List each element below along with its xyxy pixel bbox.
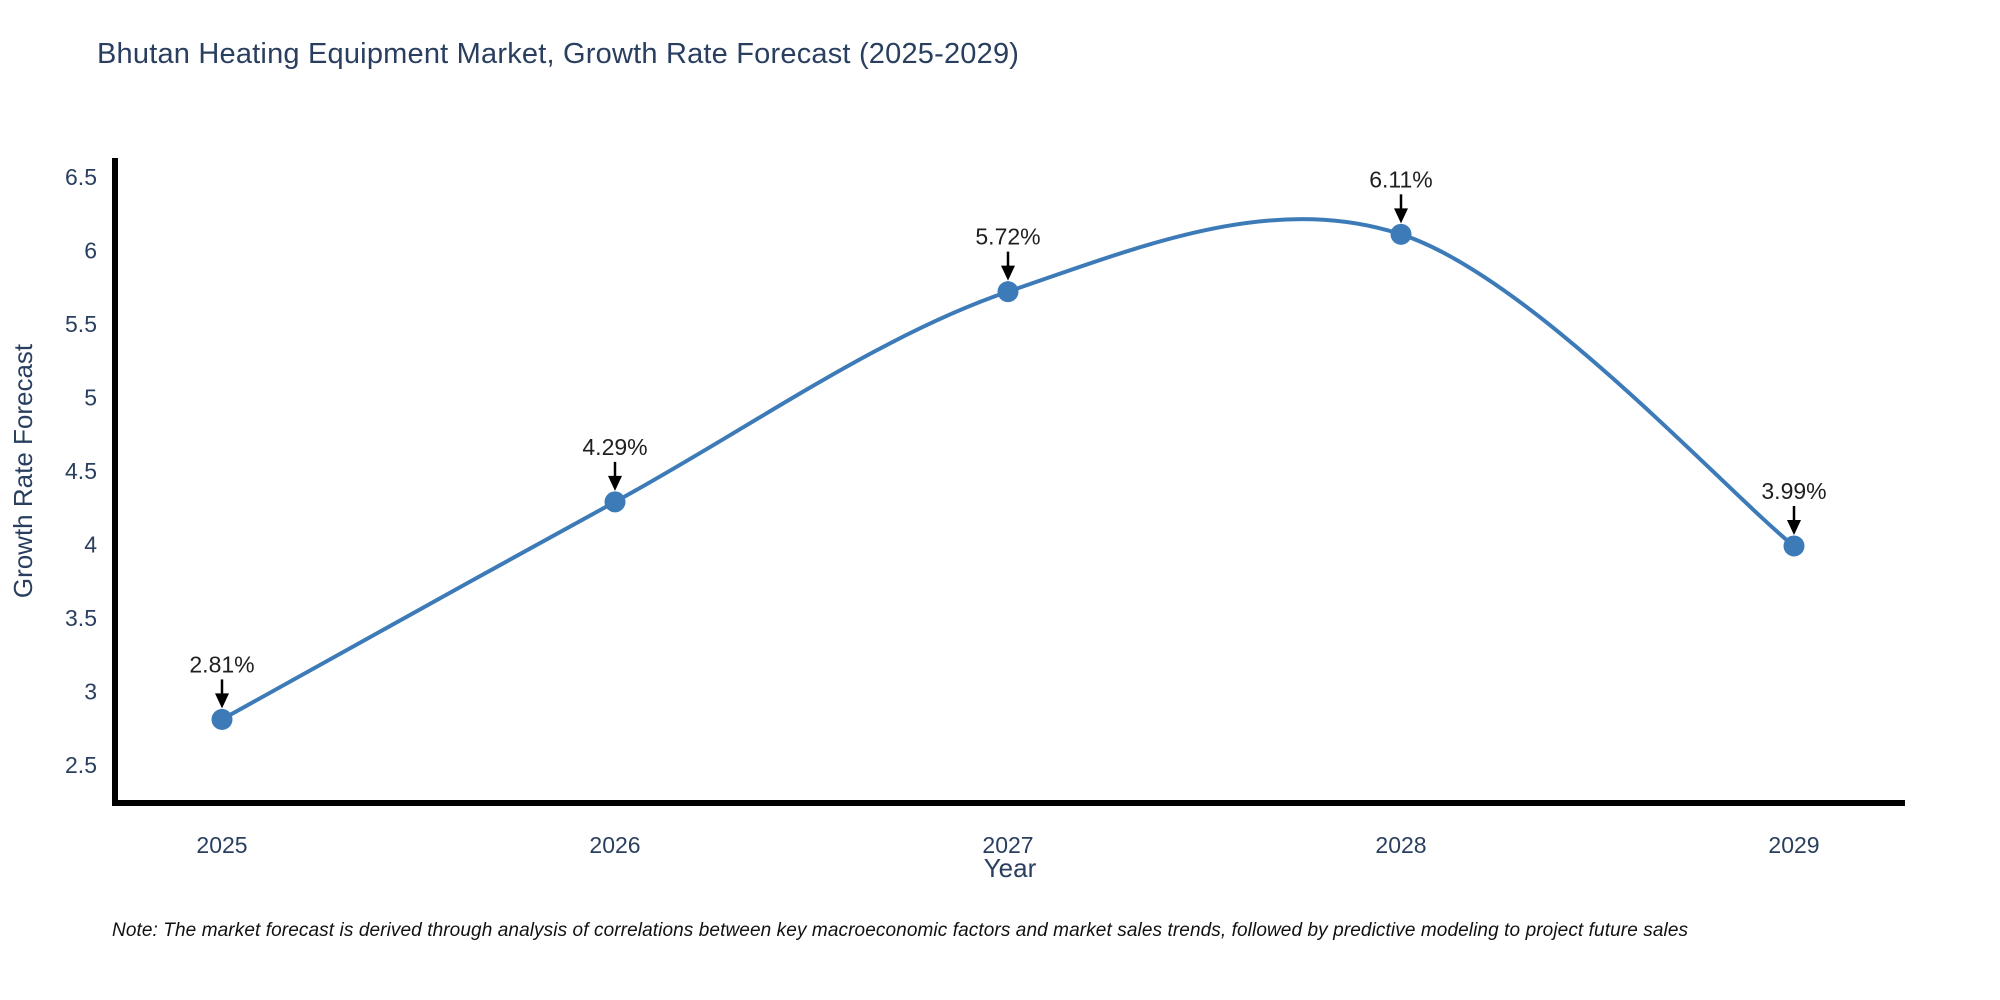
data-point-label: 5.72% — [975, 224, 1040, 250]
y-tick-label: 6 — [84, 238, 97, 264]
annotation-arrowhead — [1787, 519, 1801, 535]
data-point-label: 2.81% — [189, 651, 254, 677]
annotation-arrowhead — [215, 693, 229, 709]
y-tick-label: 5 — [84, 385, 97, 411]
x-tick-label: 2026 — [589, 832, 640, 858]
data-point-marker-2026[interactable] — [604, 491, 626, 513]
growth-rate-line-chart: 2.5 3 3.5 4 4.5 5 5.5 6 6.5 2025 2026 2027 2028 2029 G… — [8, 158, 1905, 883]
data-point-label: 4.29% — [582, 434, 647, 460]
data-point-label: 6.11% — [1369, 166, 1433, 192]
x-tick-label: 2027 — [982, 832, 1033, 858]
footnote: Note: The market forecast is derived thr… — [112, 920, 1689, 941]
y-tick-label: 5.5 — [65, 311, 97, 337]
y-tick-label: 6.5 — [65, 164, 97, 190]
y-axis-title: Growth Rate Forecast — [8, 343, 38, 598]
data-point-marker-2027[interactable] — [997, 281, 1019, 303]
x-tick-label: 2028 — [1375, 832, 1426, 858]
y-tick-label: 4 — [84, 532, 97, 558]
x-tick-label: 2029 — [1768, 832, 1819, 858]
x-tick-label: 2025 — [196, 832, 247, 858]
y-tick-label: 2.5 — [65, 752, 97, 778]
x-axis-title: Year — [984, 853, 1037, 883]
annotation-arrowhead — [1394, 208, 1408, 224]
annotation-arrowhead — [608, 475, 622, 491]
data-point-marker-2029[interactable] — [1783, 535, 1805, 557]
data-point-marker-2025[interactable] — [211, 708, 233, 730]
y-tick-label: 3.5 — [65, 605, 97, 631]
y-tick-label: 4.5 — [65, 458, 97, 484]
annotation-arrowhead — [1001, 265, 1015, 281]
data-point-label: 3.99% — [1761, 478, 1826, 504]
y-tick-label: 3 — [84, 679, 97, 705]
data-point-marker-2028[interactable] — [1390, 223, 1412, 245]
chart-title: Bhutan Heating Equipment Market, Growth … — [97, 38, 1020, 70]
